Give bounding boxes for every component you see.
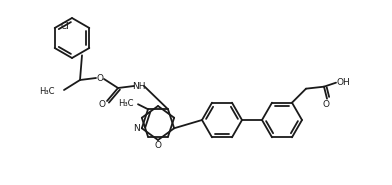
Text: NH: NH (132, 82, 146, 90)
Text: H₃C: H₃C (40, 87, 55, 95)
Text: Cl: Cl (60, 21, 69, 31)
Text: H₃C: H₃C (118, 99, 134, 108)
Text: N: N (133, 124, 140, 133)
Text: O: O (323, 100, 330, 109)
Text: OH: OH (336, 78, 350, 87)
Text: O: O (96, 73, 103, 83)
Text: O: O (154, 142, 162, 151)
Text: O: O (98, 100, 105, 108)
